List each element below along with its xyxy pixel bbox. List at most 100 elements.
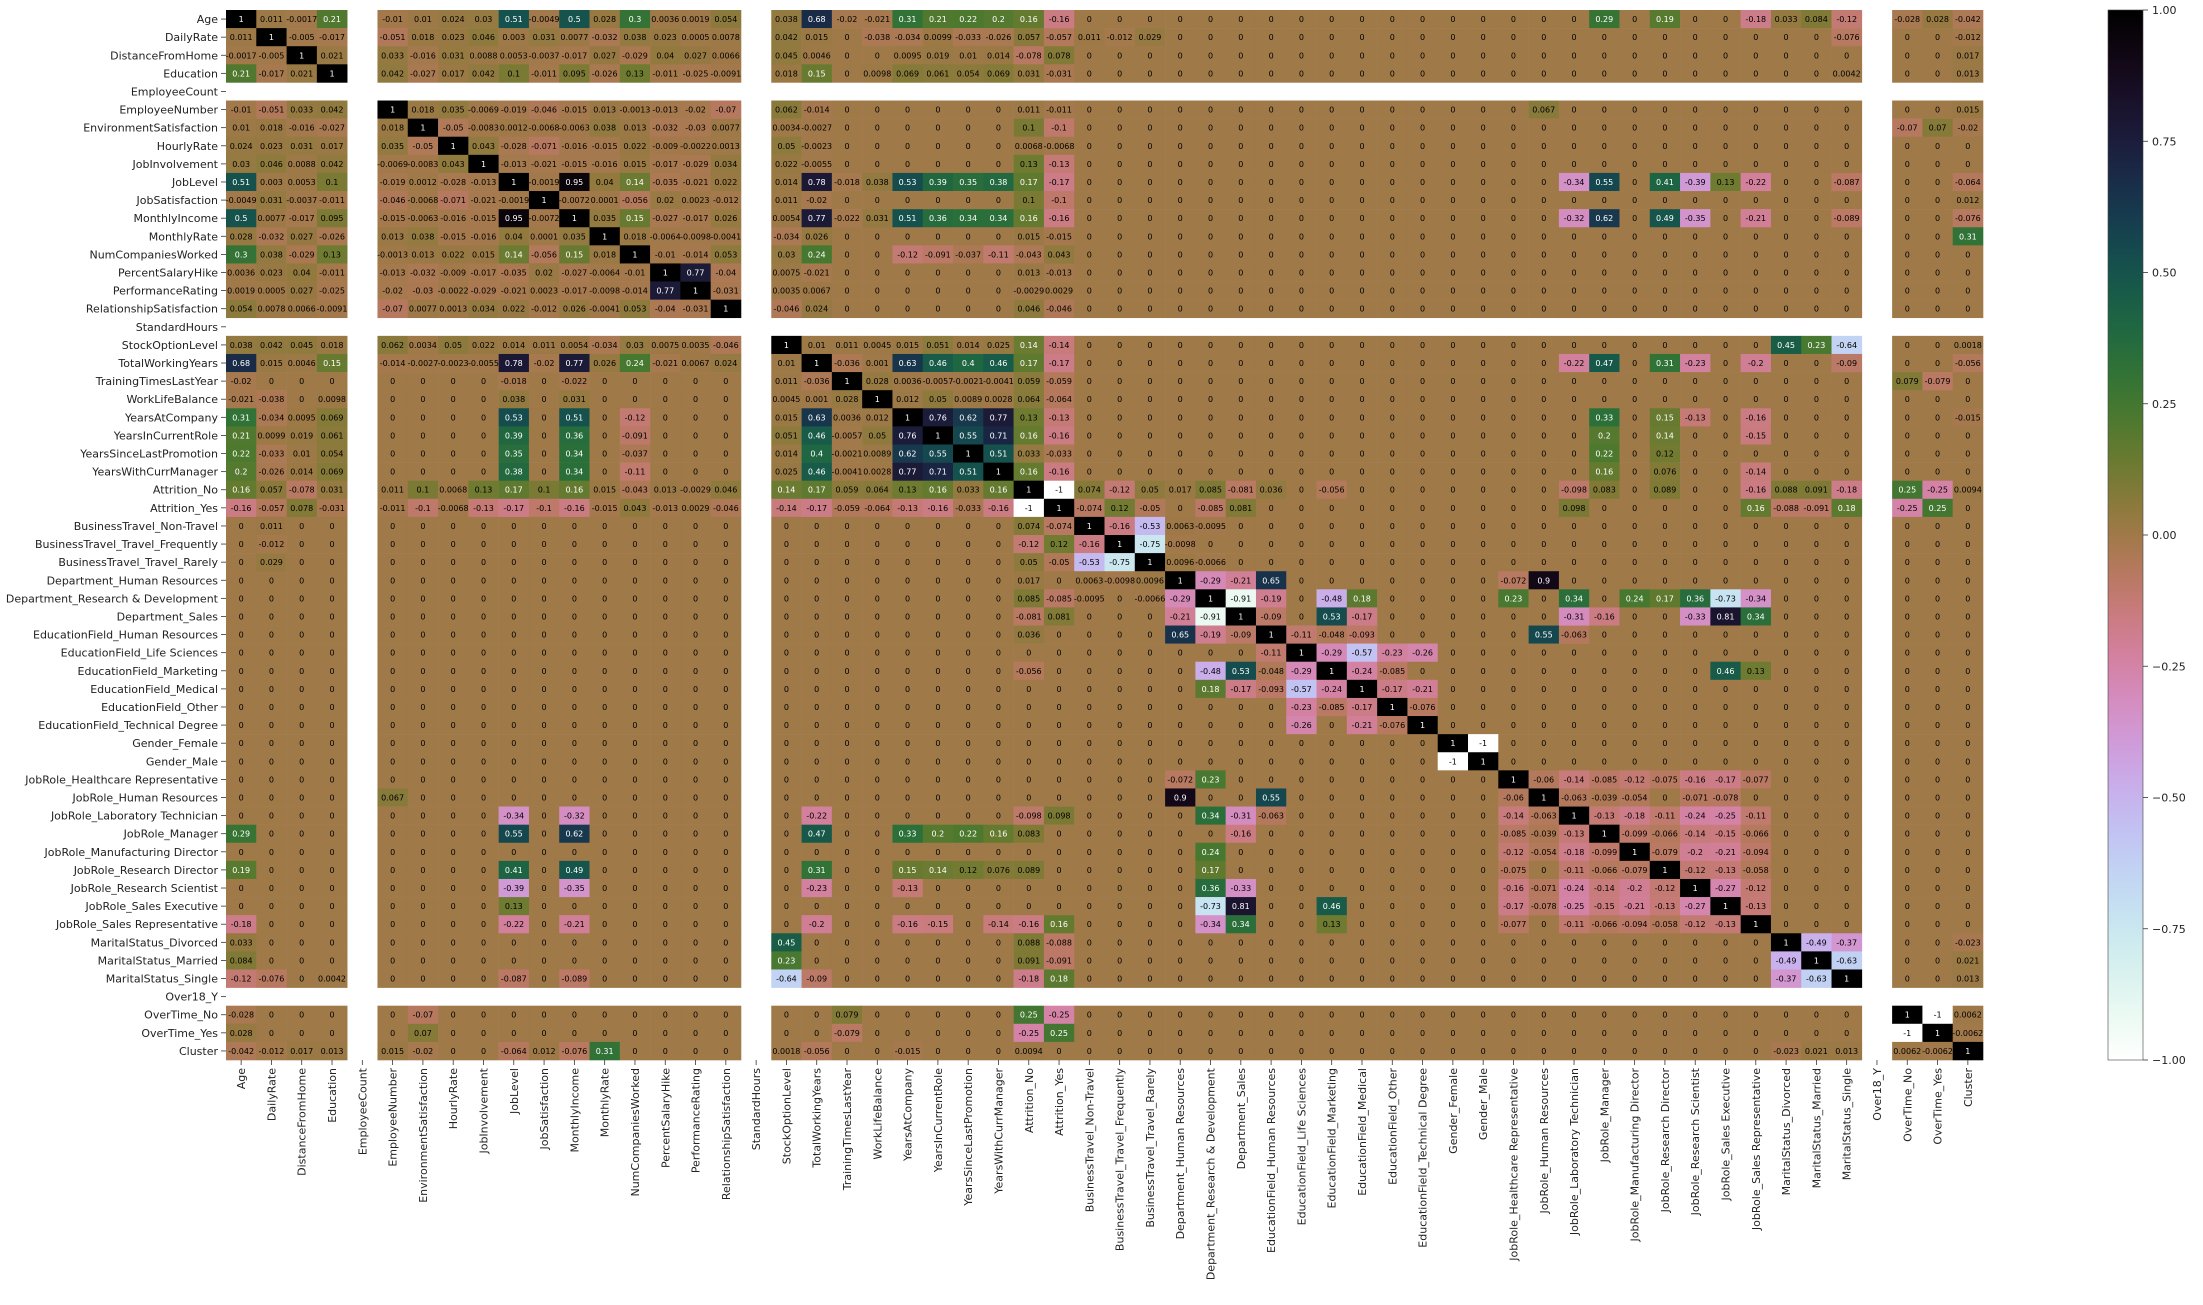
cell-value-label: 0 — [1753, 522, 1758, 531]
cell-value-label: 0 — [1602, 594, 1607, 603]
cell-value-label: 0 — [1178, 812, 1183, 821]
cell-value-label: 0 — [1935, 757, 1940, 766]
cell-value-label: 0 — [663, 431, 668, 440]
cell-value-label: 0.39 — [929, 178, 947, 187]
cell-value-label: 0 — [1208, 395, 1213, 404]
cell-value-label: 0 — [1632, 413, 1637, 422]
cell-value-label: 0 — [1723, 377, 1728, 386]
cell-value-label: 0.035 — [563, 232, 586, 241]
cell-value-label: -0.063 — [1561, 631, 1587, 640]
cell-value-label: 0 — [1662, 305, 1667, 314]
cell-value-label: 0 — [1238, 721, 1243, 730]
cell-value-label: 0 — [1632, 69, 1637, 78]
heatmap-cell — [226, 100, 257, 119]
cell-value-label: 0 — [299, 703, 304, 712]
heatmap-cell — [680, 10, 711, 29]
cell-value-label: -0.0041 — [983, 377, 1014, 386]
cell-value-label: -0.035 — [501, 269, 527, 278]
cell-value-label: -0.011 — [1046, 106, 1072, 115]
heatmap-cell — [862, 46, 893, 65]
heatmap-cell — [1316, 28, 1348, 47]
cell-value-label: 0 — [329, 540, 334, 549]
cell-value-label: 0.0013 — [439, 305, 467, 314]
cell-value-label: 0 — [1420, 377, 1425, 386]
cell-value-label: 0 — [1905, 739, 1910, 748]
cell-value-label: 0 — [1208, 178, 1213, 187]
cell-value-label: -0.34 — [503, 812, 524, 821]
heatmap-cell — [983, 10, 1014, 29]
cell-value-label: 0 — [390, 540, 395, 549]
cell-value-label: 0 — [1420, 395, 1425, 404]
cell-value-label: 0 — [1481, 576, 1486, 585]
heatmap-cell — [1437, 46, 1469, 65]
cell-value-label: -0.051 — [259, 106, 285, 115]
cell-value-label: 0 — [1450, 504, 1455, 513]
cell-value-label: 0.24 — [808, 250, 826, 259]
cell-value-label: 0 — [1329, 232, 1334, 241]
cell-value-label: 0 — [966, 305, 971, 314]
cell-value-label: 0 — [451, 450, 456, 459]
cell-value-label: -0.048 — [1319, 631, 1345, 640]
cell-value-label: 0 — [420, 450, 425, 459]
cell-value-label: 0 — [1935, 775, 1940, 784]
cell-value-label: 0 — [1481, 377, 1486, 386]
cell-value-label: -0.018 — [834, 178, 860, 187]
cell-value-label: 0 — [905, 685, 910, 694]
cell-value-label: 0 — [905, 631, 910, 640]
cell-value-label: 0 — [1178, 359, 1183, 368]
cell-value-label: -0.036 — [804, 377, 830, 386]
cell-value-label: 0 — [1390, 612, 1395, 621]
cell-value-label: 0 — [269, 721, 274, 730]
cell-value-label: 0 — [1693, 685, 1698, 694]
cell-value-label: 0 — [1632, 522, 1637, 531]
cell-value-label: 0 — [1450, 124, 1455, 133]
cell-value-label: 0 — [269, 594, 274, 603]
cell-value-label: 0 — [1905, 631, 1910, 640]
cell-value-label: 0 — [299, 866, 304, 875]
cell-value-label: -0.019 — [380, 178, 406, 187]
cell-value-label: -0.021 — [683, 178, 709, 187]
heatmap-cell — [377, 46, 409, 65]
cell-value-label: 0 — [239, 576, 244, 585]
cell-value-label: 0.013 — [411, 250, 434, 259]
cell-value-label: 0 — [844, 160, 849, 169]
cell-value-label: -0.12 — [1018, 540, 1039, 549]
cell-value-label: 0 — [1450, 377, 1455, 386]
cell-value-label: 0 — [875, 232, 880, 241]
cell-value-label: -0.1 — [415, 504, 431, 513]
cell-value-label: 0 — [239, 739, 244, 748]
cell-value-label: 0 — [663, 649, 668, 658]
cell-value-label: 0 — [905, 232, 910, 241]
cell-value-label: 0 — [572, 703, 577, 712]
cell-value-label: 0 — [1420, 667, 1425, 676]
cell-value-label: 0 — [1420, 106, 1425, 115]
cell-value-label: 0.045 — [290, 341, 313, 350]
cell-value-label: -0.017 — [561, 287, 587, 296]
cell-value-label: 0.0077 — [409, 305, 437, 314]
cell-value-label: 0 — [420, 866, 425, 875]
cell-value-label: 0 — [420, 631, 425, 640]
cell-value-label: -0.35 — [1685, 214, 1706, 223]
cell-value-label: 0.01 — [414, 15, 432, 24]
cell-value-label: 0 — [1905, 794, 1910, 803]
cell-value-label: 0 — [814, 594, 819, 603]
cell-value-label: 0 — [390, 631, 395, 640]
heatmap-cell — [1649, 100, 1681, 119]
cell-value-label: -0.17 — [806, 504, 827, 513]
cell-value-label: 0 — [875, 160, 880, 169]
heatmap-cell — [862, 100, 893, 119]
cell-value-label: 0 — [602, 721, 607, 730]
cell-value-label: 0.47 — [808, 830, 826, 839]
cell-value-label: 1 — [905, 413, 910, 422]
cell-value-label: 0 — [1814, 413, 1819, 422]
cell-value-label: 0 — [572, 594, 577, 603]
cell-value-label: 0 — [542, 866, 547, 875]
cell-value-label: 0 — [1784, 612, 1789, 621]
cell-value-label: 0.4 — [810, 450, 823, 459]
cell-value-label: 0 — [572, 576, 577, 585]
cell-value-label: 0 — [1147, 359, 1152, 368]
cell-value-label: -0.026 — [592, 69, 618, 78]
cell-value-label: 0.13 — [1020, 160, 1038, 169]
cell-value-label: -0.21 — [1230, 576, 1251, 585]
heatmap-cell — [1922, 10, 1953, 29]
